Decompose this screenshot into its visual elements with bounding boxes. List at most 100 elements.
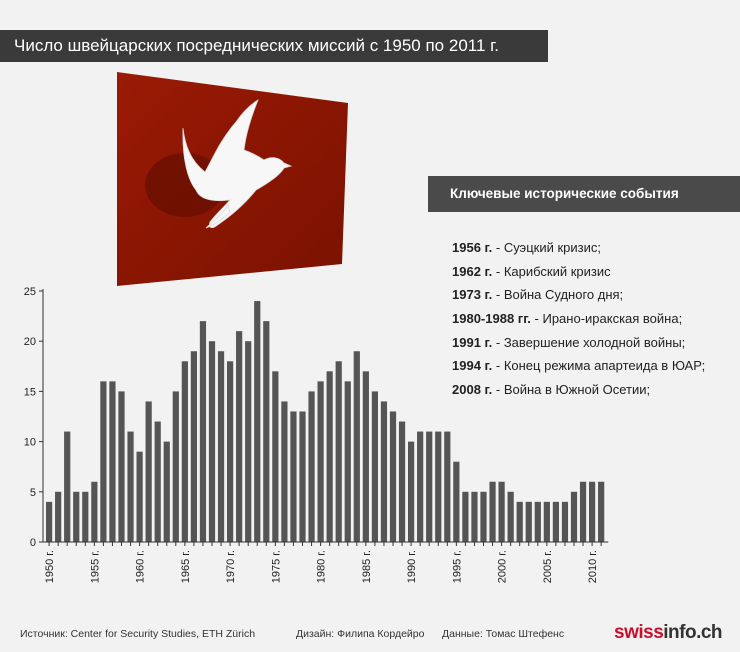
- x-tick-label: 2005 г.: [542, 550, 554, 583]
- event-year: 1962 г.: [452, 263, 493, 279]
- bar-1986: [371, 391, 378, 542]
- footer-data: Данные: Томас Штефенс: [442, 628, 565, 640]
- bar-1976: [281, 401, 288, 542]
- bar-1984: [353, 351, 360, 542]
- x-tick-label: 1970 г.: [225, 550, 237, 583]
- x-tick-label: 1960 г.: [135, 550, 147, 583]
- bar-1980: [317, 381, 324, 542]
- y-tick-label: 25: [24, 286, 36, 298]
- x-tick-label: 2000 г.: [497, 550, 509, 583]
- bar-1954: [82, 491, 89, 542]
- bar-1973: [254, 301, 261, 542]
- bar-2005: [543, 501, 550, 542]
- bar-1991: [417, 431, 424, 542]
- events-header: Ключевые исторические события: [428, 176, 740, 212]
- event-item: 1994 г. - Конец режима апартеида в ЮАР;: [452, 354, 705, 378]
- bar-1963: [163, 441, 170, 542]
- bar-1987: [380, 401, 388, 542]
- bar-2006: [552, 501, 559, 542]
- bar-2003: [525, 501, 532, 542]
- bar-1964: [172, 391, 179, 542]
- bar-1958: [118, 391, 125, 542]
- event-item: 1980-1988 гг. - Ирано-иракская война;: [452, 307, 705, 331]
- bar-1952: [64, 431, 71, 542]
- event-year: 2008 г.: [452, 382, 493, 398]
- bar-1956: [100, 381, 107, 542]
- footer-source: Источник: Center for Security Studies, E…: [20, 628, 256, 640]
- event-text: - Суэцкий кризис;: [492, 240, 601, 255]
- x-tick-label: 1995 г.: [451, 550, 463, 583]
- bar-1960: [136, 451, 143, 542]
- bar-1962: [154, 421, 161, 542]
- x-tick-label: 1955 г.: [89, 550, 101, 583]
- bar-1969: [217, 351, 225, 542]
- x-tick-label: 1990 г.: [406, 550, 418, 583]
- event-year: 1994 г.: [452, 358, 493, 374]
- footer-design: Дизайн: Филипа Кордейро: [296, 628, 425, 640]
- event-text: - Война в Южной Осетии;: [492, 382, 651, 398]
- bar-1983: [344, 381, 351, 542]
- event-text: - Карибский кризис: [492, 263, 611, 279]
- bar-1957: [109, 381, 116, 542]
- bar-1979: [308, 391, 315, 542]
- bar-1961: [145, 401, 152, 542]
- bar-2000: [498, 481, 505, 542]
- bar-1995: [453, 461, 460, 542]
- bar-1967: [199, 321, 207, 542]
- bar-1992: [426, 431, 433, 542]
- event-item: 1973 г. - Война Судного дня;: [452, 283, 705, 307]
- bar-1951: [55, 491, 62, 542]
- bar-1989: [398, 421, 406, 542]
- bar-2009: [579, 481, 587, 542]
- bar-1999: [489, 481, 496, 542]
- bar-1981: [326, 371, 333, 542]
- y-tick-label: 20: [24, 336, 36, 348]
- bar-2007: [561, 501, 569, 542]
- bar-1966: [190, 351, 197, 542]
- y-tick-label: 10: [24, 437, 36, 449]
- x-tick-label: 1985 г.: [361, 550, 373, 583]
- bar-1997: [471, 491, 478, 542]
- y-tick-label: 15: [24, 386, 36, 398]
- bar-1975: [272, 371, 279, 542]
- x-tick-label: 1950 г.: [44, 550, 56, 583]
- event-item: 2008 г. - Война в Южной Осетии;: [452, 378, 705, 402]
- bar-1977: [290, 411, 297, 542]
- event-year: 1991 г.: [452, 334, 493, 350]
- bar-2010: [589, 481, 596, 542]
- x-tick-label: 1975 г.: [270, 550, 282, 583]
- event-item: 1956 г. - Суэцкий кризис;: [452, 236, 705, 260]
- bar-1950: [46, 501, 53, 542]
- bar-1968: [208, 341, 216, 542]
- event-year: 1980-1988 гг.: [452, 311, 531, 327]
- swissinfo-logo: swissinfo.ch: [614, 622, 723, 643]
- x-tick-label: 1980 г.: [316, 550, 328, 583]
- event-text: - Война Судного дня;: [492, 287, 624, 303]
- bar-1978: [299, 411, 306, 542]
- x-tick-label: 2010 г.: [587, 550, 599, 583]
- bar-1971: [236, 331, 243, 542]
- bar-1965: [181, 361, 188, 542]
- event-year: 1956 г.: [452, 240, 493, 255]
- bar-1998: [480, 491, 487, 542]
- event-text: - Завершение холодной войны;: [492, 334, 686, 350]
- x-tick-label: 1965 г.: [180, 550, 192, 583]
- event-text: - Ирано-иракская война;: [530, 311, 683, 327]
- bar-1990: [408, 441, 415, 542]
- bar-1988: [389, 411, 397, 542]
- bar-1982: [335, 361, 342, 542]
- bar-1970: [227, 361, 234, 542]
- y-tick-label: 0: [30, 537, 36, 549]
- bar-1994: [444, 431, 451, 542]
- page-title: Число швейцарских посреднических миссий …: [0, 30, 548, 62]
- bar-1993: [435, 431, 442, 542]
- bar-1985: [362, 371, 369, 542]
- bar-1959: [127, 431, 134, 542]
- bar-1955: [91, 481, 98, 542]
- event-year: 1973 г.: [452, 287, 493, 303]
- bar-2004: [534, 501, 541, 542]
- event-text: - Конец режима апартеида в ЮАР;: [492, 358, 706, 374]
- bar-1953: [73, 491, 80, 542]
- event-item: 1991 г. - Завершение холодной войны;: [452, 331, 705, 355]
